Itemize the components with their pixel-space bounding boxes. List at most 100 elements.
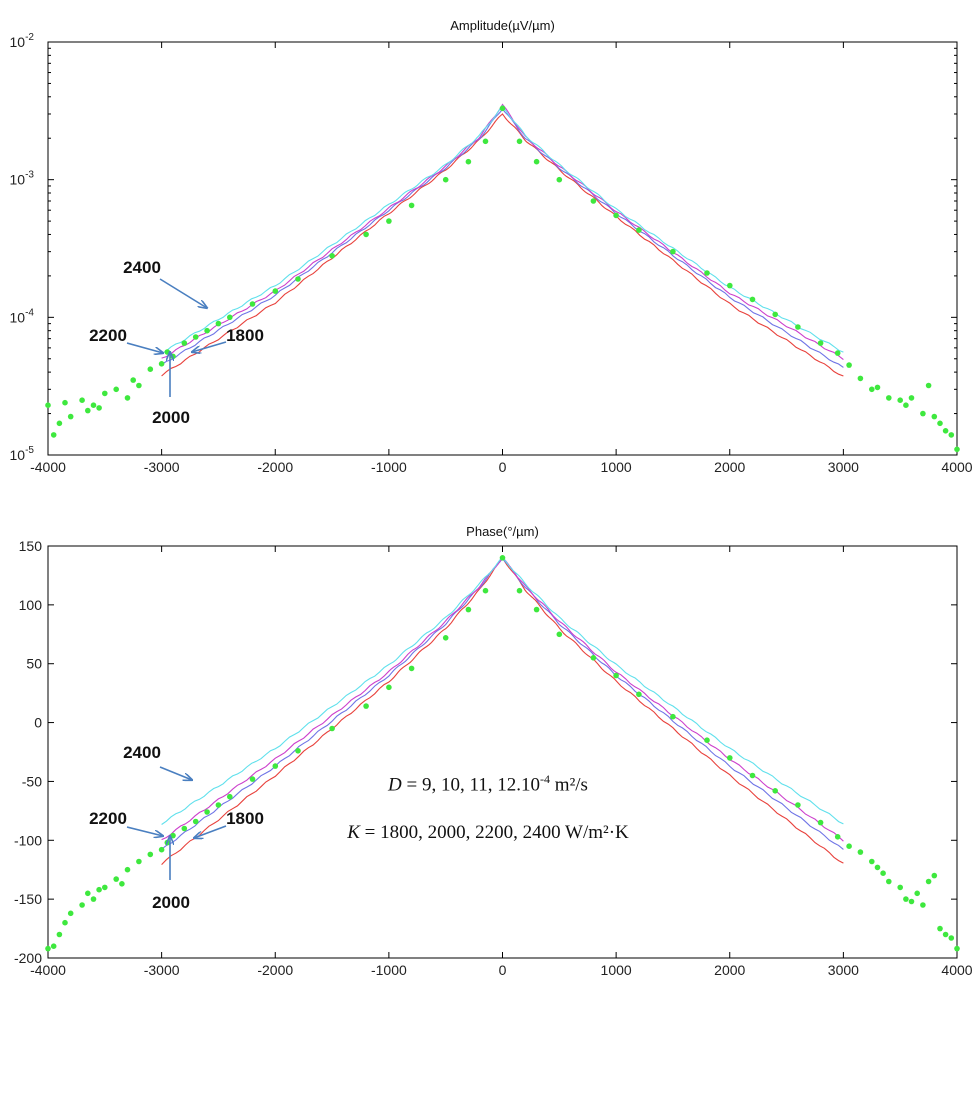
measured-point — [96, 886, 102, 893]
measured-point — [147, 366, 154, 373]
measured-point — [227, 314, 233, 321]
measured-point — [590, 198, 597, 204]
measured-point — [590, 655, 597, 661]
chart-title: Phase(°/µm) — [466, 524, 539, 539]
measured-point — [102, 390, 108, 397]
measured-point — [50, 432, 57, 438]
measured-point — [795, 802, 801, 808]
measured-point — [954, 446, 960, 453]
y-tick-label: 10-5 — [10, 445, 35, 463]
measured-point — [920, 410, 926, 417]
measured-point — [931, 413, 938, 420]
measured-point — [113, 876, 119, 882]
y-tick-label: 10-2 — [10, 32, 35, 50]
measured-point — [386, 218, 392, 224]
measured-point — [363, 703, 369, 709]
x-tick-label: -1000 — [371, 459, 407, 475]
y-tick-label: -200 — [14, 950, 42, 966]
annotation-arrow — [159, 278, 207, 308]
measured-point — [272, 763, 279, 769]
measured-point — [727, 755, 733, 761]
measured-point — [119, 881, 125, 887]
x-tick-label: 3000 — [828, 962, 859, 978]
measured-point — [772, 788, 778, 794]
measured-point — [442, 176, 449, 183]
measured-point — [204, 327, 210, 334]
measured-point — [749, 772, 756, 779]
measured-point — [181, 340, 188, 346]
measured-point — [62, 919, 68, 926]
measured-point — [670, 713, 676, 720]
x-tick-label: 1000 — [601, 962, 632, 978]
annotation-arrow — [194, 825, 227, 838]
measured-point — [942, 428, 949, 434]
measured-point — [499, 555, 506, 561]
measured-point — [948, 432, 955, 438]
annotation-label: 2000 — [152, 893, 190, 912]
measured-point — [136, 858, 142, 865]
measured-point — [886, 395, 892, 401]
measured-point — [704, 270, 710, 276]
x-tick-label: 3000 — [828, 459, 859, 475]
measured-point — [192, 334, 199, 340]
measured-point — [954, 945, 960, 952]
chart-title: Amplitude(µV/µm) — [450, 18, 555, 33]
measured-point — [147, 851, 154, 858]
measured-point — [948, 935, 955, 941]
measured-point — [920, 902, 926, 908]
x-tick-label: -1000 — [371, 962, 407, 978]
measured-point — [329, 253, 335, 259]
measured-point — [50, 943, 57, 949]
measured-point — [931, 872, 938, 879]
measured-point — [130, 377, 136, 383]
measured-point — [817, 819, 824, 826]
measured-point — [227, 793, 233, 800]
measured-point — [363, 231, 369, 238]
annotation-arrow — [159, 766, 192, 780]
measured-point — [45, 945, 51, 952]
measured-point — [408, 665, 415, 672]
measured-point — [181, 825, 188, 832]
caption-d-values: = 9, 10, 11, 12.10 — [401, 774, 541, 796]
measured-point — [249, 301, 256, 307]
measured-point — [925, 382, 932, 389]
measured-point — [533, 606, 540, 613]
x-tick-label: -4000 — [30, 962, 66, 978]
x-tick-label: 2000 — [714, 962, 745, 978]
x-tick-label: 2000 — [714, 459, 745, 475]
y-tick-label: 0 — [34, 715, 42, 731]
plot-amplitude: Amplitude(µV/µm) -4000 -3000 -2000 -1000 0 100… — [10, 18, 973, 475]
annotation-label: 2400 — [123, 743, 161, 762]
measured-point — [556, 631, 563, 638]
x-tick-label: 0 — [499, 459, 507, 475]
measured-point — [670, 248, 676, 255]
measured-point — [925, 878, 932, 885]
measured-point — [67, 910, 74, 917]
measured-point — [516, 587, 523, 594]
measured-point — [329, 725, 335, 732]
measured-point — [272, 288, 279, 294]
series-line-k1800 — [161, 113, 844, 377]
measured-point — [903, 896, 909, 902]
x-tick-label: 4000 — [941, 459, 972, 475]
measured-point — [124, 395, 131, 401]
annotation-label: 1800 — [226, 326, 264, 345]
measured-point — [834, 350, 841, 356]
annotation-label: 1800 — [226, 809, 264, 828]
y-tick-label: 50 — [26, 656, 42, 672]
caption-d-exponent: -4 — [540, 772, 551, 786]
caption-k-symbol: K — [347, 822, 360, 843]
measured-point — [942, 931, 949, 938]
measured-point — [903, 402, 909, 409]
measured-point — [136, 382, 142, 389]
measured-point — [499, 105, 506, 112]
annotation-label: 2200 — [89, 809, 127, 828]
caption-conductance: K = 1800, 2000, 2200, 2400 W/m²·K — [0, 822, 976, 844]
measured-point — [869, 386, 875, 393]
measured-point — [170, 353, 176, 360]
y-tick-label: 10-4 — [10, 307, 35, 325]
annotation-arrow — [192, 341, 227, 352]
measured-point — [85, 890, 91, 897]
measured-point — [482, 138, 489, 145]
x-tick-label: -4000 — [30, 459, 66, 475]
